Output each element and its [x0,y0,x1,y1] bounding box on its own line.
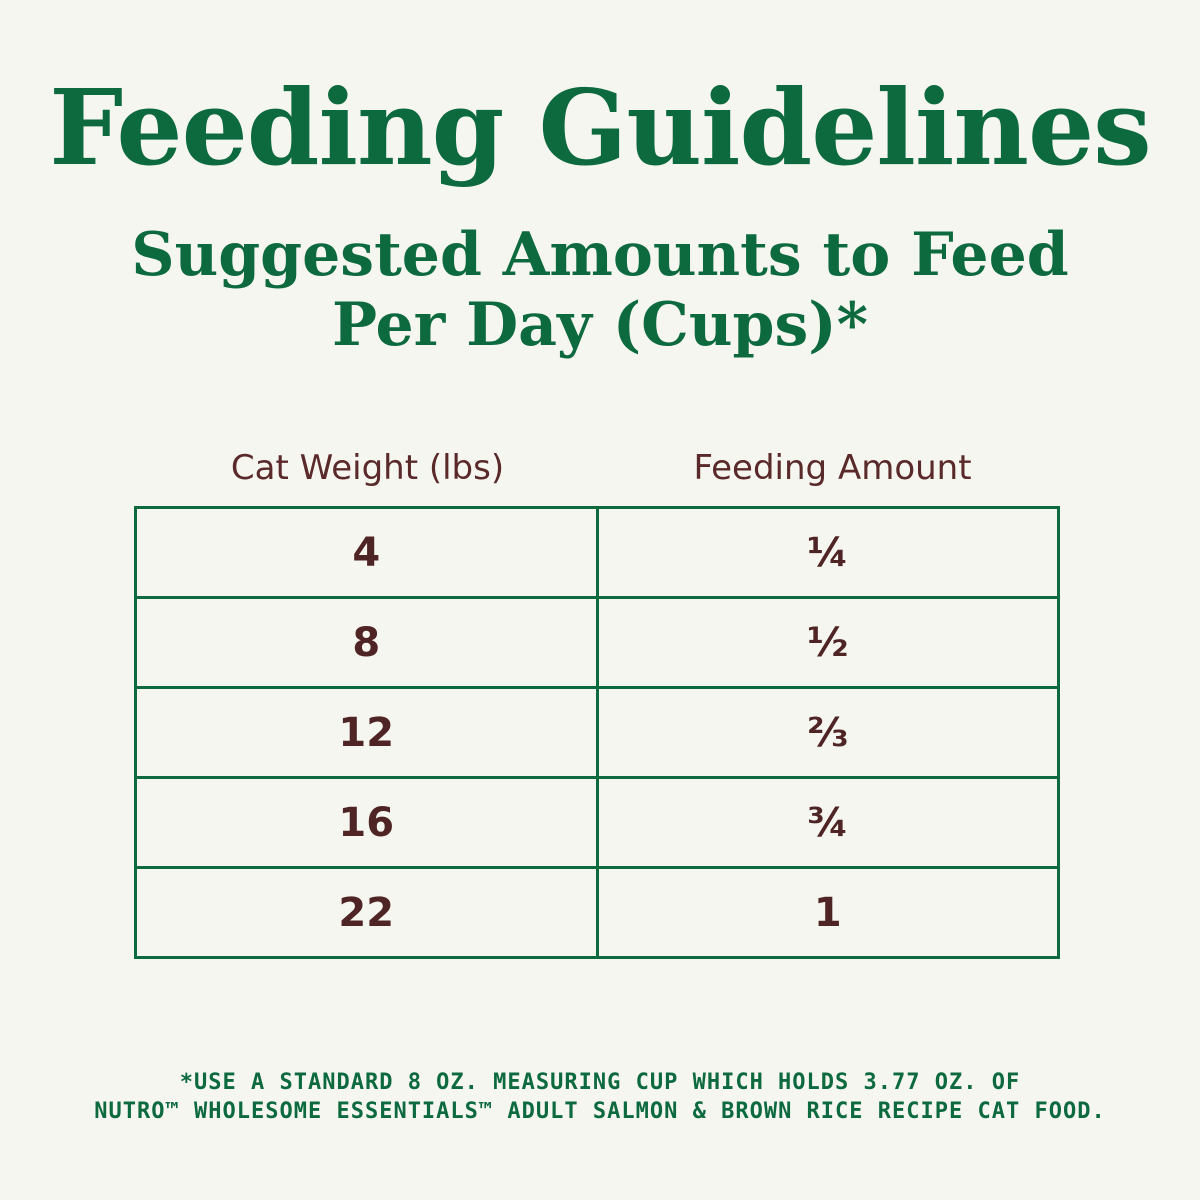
cat-weight-cell: 16 [134,776,599,869]
cat-weight-cell: 12 [134,686,599,779]
footnote: *USE A STANDARD 8 OZ. MEASURING CUP WHIC… [50,1068,1150,1126]
cat-weight-cell: 4 [134,506,599,599]
subtitle-line-1: Suggested Amounts to Feed [131,220,1069,290]
page-subtitle: Suggested Amounts to Feed Per Day (Cups)… [100,220,1100,360]
cat-weight-cell: 22 [134,866,599,959]
feeding-amount-cell: ¼ [595,506,1060,599]
table-row: 16 ¾ [134,776,1060,869]
cat-weight-cell: 8 [134,596,599,689]
footnote-line-2: NUTRO™ WHOLESOME ESSENTIALS™ ADULT SALMO… [94,1099,1106,1124]
feeding-amount-cell: ½ [595,596,1060,689]
feeding-amount-cell: 1 [595,866,1060,959]
table-row: 22 1 [134,866,1060,959]
table-row: 12 ⅔ [134,686,1060,779]
feeding-amount-cell: ¾ [595,776,1060,869]
table-row: 8 ½ [134,596,1060,689]
table-row: 4 ¼ [134,506,1060,599]
feeding-table: 4 ¼ 8 ½ 12 ⅔ 16 ¾ 22 1 [134,506,1060,959]
table-column-headers: Cat Weight (lbs) Feeding Amount [135,443,1065,493]
subtitle-line-2: Per Day (Cups)* [331,290,869,360]
footnote-line-1: *USE A STANDARD 8 OZ. MEASURING CUP WHIC… [179,1070,1021,1095]
column-header-feeding-amount: Feeding Amount [693,448,972,488]
page-title: Feeding Guidelines [49,66,1151,189]
feeding-amount-cell: ⅔ [595,686,1060,779]
column-header-cat-weight: Cat Weight (lbs) [230,448,505,488]
